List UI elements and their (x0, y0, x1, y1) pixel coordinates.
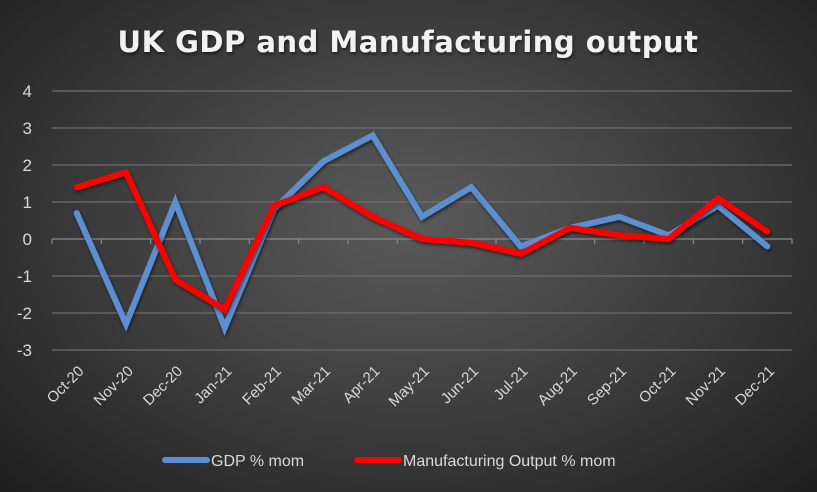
y-tick-label: -1 (17, 267, 32, 286)
y-tick-label: 3 (23, 119, 32, 138)
x-tick-label: Jun-21 (438, 363, 482, 407)
x-tick-label: Apr-21 (340, 363, 384, 407)
y-tick-label: 4 (23, 82, 32, 101)
x-tick-label: Mar-21 (289, 363, 335, 409)
x-tick-label: Dec-21 (732, 363, 778, 409)
y-tick-label: 0 (23, 230, 32, 249)
x-tick-label: May-21 (385, 363, 432, 410)
x-tick-label: Feb-21 (239, 363, 285, 409)
x-tick-label: Dec-20 (140, 363, 186, 409)
chart-title: UK GDP and Manufacturing output (118, 25, 699, 59)
x-tick-label: Jan-21 (191, 363, 235, 407)
x-tick-label: Oct-20 (44, 363, 88, 407)
x-tick-label: Jul-21 (491, 363, 532, 404)
series-line-manufacturing (73, 168, 771, 314)
y-tick-label: -3 (17, 341, 32, 360)
x-tick-label: Sep-21 (584, 363, 630, 409)
x-axis-ticks: Oct-20 Nov-20 Dec-20 Jan-21 Feb-21 Mar-21 Apr-… (44, 363, 779, 410)
y-tick-label: -2 (17, 304, 32, 323)
y-tick-label: 1 (23, 193, 32, 212)
x-tick-label: Oct-21 (636, 363, 680, 407)
y-tick-label: 2 (23, 156, 32, 175)
gridlines (52, 90, 792, 351)
x-tick-label: Nov-20 (91, 363, 137, 409)
legend: GDP % mom Manufacturing Output % mom (162, 453, 616, 470)
x-tick-label: Aug-21 (535, 363, 581, 409)
series-line-gdp (73, 131, 771, 336)
x-tick-label: Nov-21 (683, 363, 729, 409)
legend-label-gdp: GDP % mom (211, 453, 304, 470)
series-lines (73, 131, 771, 336)
legend-label-manufacturing: Manufacturing Output % mom (403, 453, 616, 470)
y-axis-ticks: 4 3 2 1 0 -1 -2 -3 (17, 82, 32, 360)
